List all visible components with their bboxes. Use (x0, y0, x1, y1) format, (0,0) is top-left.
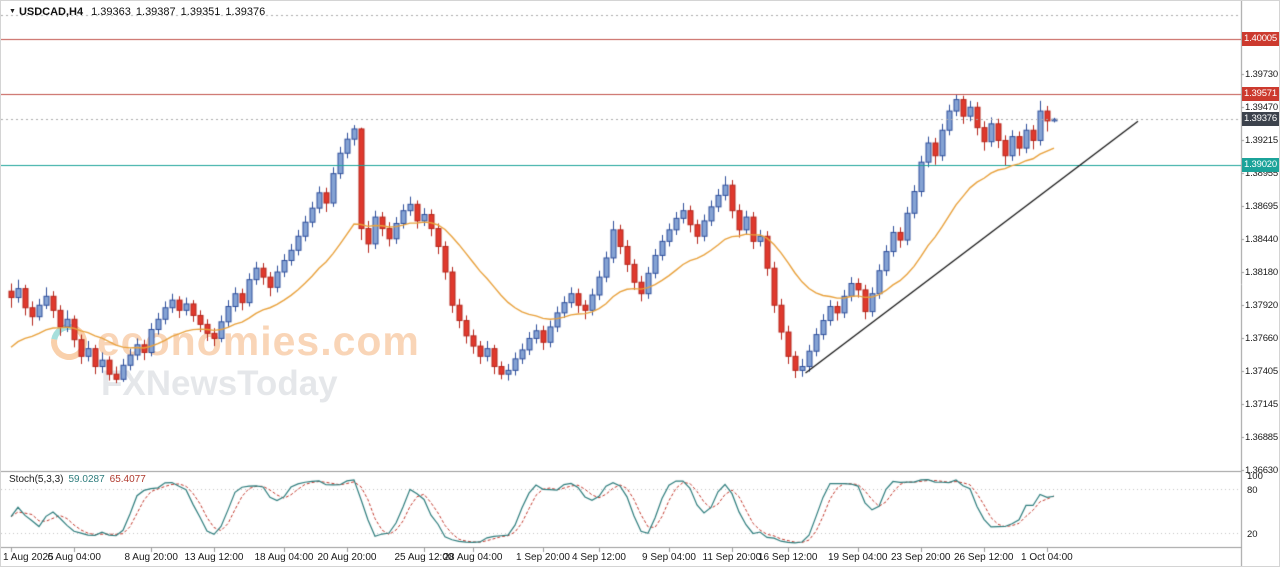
time-tick-label: 1 Oct 04:00 (1021, 552, 1073, 563)
time-tick-label: 6 Aug 04:00 (47, 552, 101, 563)
price-tick-label: 1.37145 (1245, 399, 1278, 411)
time-tick-label: 28 Aug 04:00 (443, 552, 503, 563)
price-tick-label: 1.37405 (1245, 366, 1278, 377)
price-badge: 1.39571 (1242, 87, 1279, 102)
time-tick-label: 8 Aug 20:00 (124, 552, 178, 563)
symbol-dropdown-icon[interactable]: ▼ (9, 8, 16, 15)
price-badge: 1.39376 (1242, 112, 1279, 127)
price-tick-label: 1.37920 (1245, 300, 1278, 312)
ohlc-open-value: 1.39363 (91, 6, 131, 18)
price-tick-label: 1.38955 (1245, 168, 1278, 179)
stoch-d-value: 65.4077 (109, 474, 146, 485)
stoch-indicator-label[interactable]: Stoch(5,3,3) 59.0287 65.4077 (9, 474, 146, 485)
time-tick-label: 16 Sep 12:00 (758, 552, 818, 563)
price-tick-label: 1.37660 (1245, 333, 1278, 345)
ohlc-close-value: 1.39376 (225, 6, 266, 18)
symbol-info-bar: ▼ USDCAD,H4 1.39363 1.39387 1.39351 1.39376 (9, 6, 270, 18)
stoch-tick-label: 20 (1247, 528, 1258, 540)
price-tick-label: 1.39730 (1245, 69, 1278, 81)
price-tick-label: 1.38440 (1245, 233, 1278, 245)
time-tick-label: 19 Sep 04:00 (828, 552, 888, 563)
time-tick-label: 23 Sep 20:00 (891, 552, 951, 563)
time-tick-label: 4 Sep 12:00 (572, 552, 626, 563)
time-tick-label: 25 Aug 12:00 (394, 552, 454, 563)
stoch-k-value: 59.0287 (68, 474, 105, 485)
stoch-tick-label: 80 (1247, 485, 1258, 497)
time-tick-label: 20 Aug 20:00 (317, 552, 377, 563)
ohlc-low-value: 1.39351 (180, 6, 221, 18)
time-tick-label: 13 Aug 12:00 (184, 552, 244, 563)
price-tick-label: 1.36885 (1245, 432, 1278, 444)
price-badge: 1.39020 (1242, 157, 1279, 172)
price-tick-label: 1.39470 (1245, 102, 1278, 114)
price-tick-label: 1.38695 (1245, 201, 1278, 213)
stoch-name: Stoch(5,3,3) (9, 474, 64, 485)
time-tick-label: 11 Sep 20:00 (702, 552, 762, 563)
time-tick-label: 1 Aug 2025 (3, 552, 54, 563)
price-badge: 1.40005 (1242, 31, 1279, 46)
time-tick-label: 26 Sep 12:00 (954, 552, 1014, 563)
symbol-timeframe-label[interactable]: USDCAD,H4 (18, 6, 84, 18)
time-tick-label: 18 Aug 04:00 (254, 552, 314, 563)
price-tick-label: 1.36630 (1245, 465, 1278, 476)
price-tick-label: 1.38180 (1245, 267, 1278, 278)
time-tick-label: 1 Sep 20:00 (516, 552, 570, 563)
time-tick-label: 9 Sep 04:00 (642, 552, 696, 563)
ohlc-high-value: 1.39387 (135, 6, 176, 18)
price-tick-label: 1.39215 (1245, 134, 1278, 146)
stoch-tick-label: 100 (1247, 471, 1263, 482)
